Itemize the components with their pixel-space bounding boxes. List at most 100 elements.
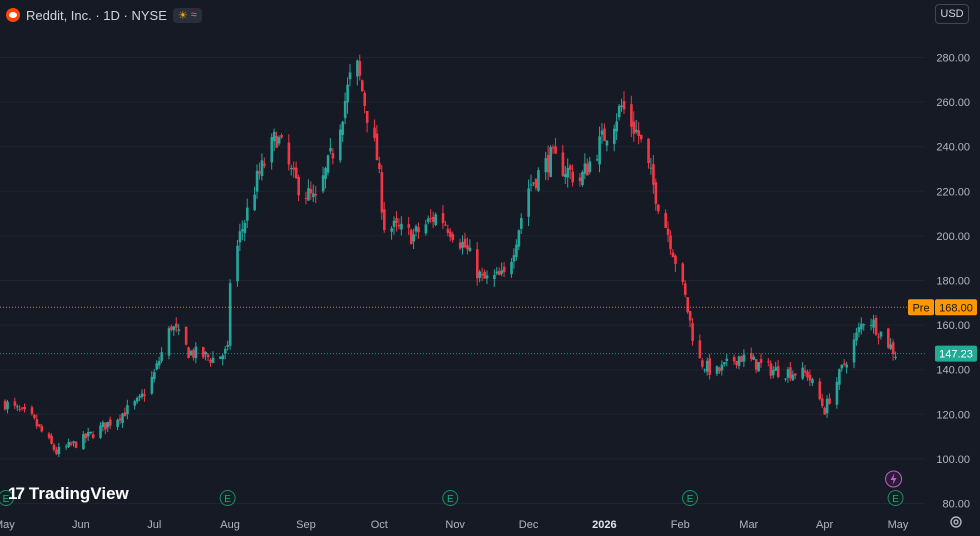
- candle-body: [378, 163, 381, 170]
- candle-body: [664, 213, 667, 228]
- candle-body: [238, 231, 242, 243]
- y-tick-label: 220.00: [936, 186, 970, 198]
- candle-body: [192, 349, 195, 358]
- candle-body: [135, 397, 139, 402]
- candle-body: [840, 364, 844, 369]
- earnings-label: E: [224, 494, 231, 505]
- candle-body: [400, 223, 403, 230]
- candle-body: [155, 363, 159, 370]
- candle-body: [466, 245, 469, 250]
- candle-body: [544, 158, 548, 173]
- candle-body: [91, 434, 95, 438]
- candle-body: [493, 274, 496, 280]
- y-tick-label: 180.00: [936, 276, 970, 288]
- candle-body: [18, 408, 22, 410]
- candle-body: [578, 177, 582, 181]
- candle-body: [723, 362, 726, 365]
- candle-body: [515, 244, 518, 257]
- candle-body: [654, 182, 658, 204]
- candle-body: [527, 188, 530, 217]
- candle-body: [101, 422, 105, 427]
- x-tick-label: Mar: [739, 519, 758, 531]
- candle-body: [321, 175, 325, 192]
- candle-body: [786, 369, 790, 378]
- candle-body: [383, 209, 386, 230]
- candle-body: [153, 372, 156, 380]
- candle-body: [397, 224, 401, 227]
- candle-body: [852, 339, 856, 363]
- x-tick-label: Jun: [72, 519, 90, 531]
- y-tick-label: 80.00: [942, 499, 970, 511]
- x-tick-label: Aug: [220, 519, 240, 531]
- candle-body: [879, 331, 883, 337]
- candle-body: [64, 446, 68, 448]
- gear-icon[interactable]: [948, 514, 964, 530]
- candle-body: [794, 373, 797, 376]
- tradingview-mark-icon: 17: [8, 484, 25, 503]
- candle-body: [617, 106, 621, 118]
- sun-icon: ☀: [177, 9, 188, 22]
- candle-body: [356, 60, 359, 77]
- candle-body: [429, 217, 433, 219]
- candle-body: [121, 413, 124, 424]
- candle-body: [823, 407, 827, 415]
- candle-body: [297, 176, 300, 196]
- y-tick-label: 120.00: [936, 409, 970, 421]
- candle-body: [877, 336, 880, 338]
- candle-body: [612, 128, 616, 144]
- status-badges[interactable]: ☀ ≈: [172, 7, 202, 23]
- candle-body: [737, 356, 741, 366]
- candle-body: [703, 369, 707, 371]
- candle-body: [791, 374, 795, 381]
- candle-body: [312, 193, 315, 198]
- candle-body: [468, 247, 472, 252]
- candle-body: [820, 398, 824, 407]
- candle-body: [414, 226, 418, 232]
- candle-body: [126, 405, 129, 415]
- candle-body: [517, 230, 521, 247]
- candle-body: [588, 161, 592, 173]
- candle-body: [50, 435, 53, 444]
- candle-body: [329, 148, 332, 152]
- candle-body: [427, 218, 430, 222]
- candle-body: [201, 347, 205, 358]
- earnings-label: E: [3, 494, 10, 505]
- candle-body: [568, 165, 572, 171]
- candle-body: [361, 80, 364, 92]
- y-tick-label: 100.00: [936, 454, 970, 466]
- candle-body: [534, 179, 538, 188]
- currency-button[interactable]: USD: [935, 4, 969, 24]
- x-tick-label: Apr: [816, 519, 833, 531]
- candle-body: [40, 426, 44, 432]
- candle-body: [566, 167, 570, 178]
- candle-body: [554, 146, 557, 154]
- candle-body: [502, 266, 506, 273]
- symbol-header[interactable]: Reddit, Inc. · 1D · NYSE ☀ ≈: [6, 5, 202, 25]
- candle-body: [887, 328, 890, 348]
- price-axis: 280.00 260.00 240.00 220.00 200.00 180.00 160.…: [936, 53, 970, 511]
- candle-body: [818, 381, 822, 400]
- candle-body: [671, 252, 675, 258]
- price-badge: [935, 299, 977, 316]
- candle-body: [373, 127, 376, 138]
- candle-body: [463, 238, 467, 248]
- candle-body: [446, 229, 450, 233]
- candle-body: [304, 197, 308, 199]
- candle-body: [637, 130, 641, 137]
- x-tick-label: Jul: [147, 519, 161, 531]
- candle-body: [309, 189, 313, 194]
- y-tick-label: 140.00: [936, 365, 970, 377]
- candle-body: [236, 245, 239, 282]
- price-badge: [935, 345, 977, 362]
- candle-body: [449, 231, 452, 238]
- candle-body: [348, 72, 352, 80]
- candle-body: [595, 159, 599, 161]
- candle-body: [138, 396, 141, 398]
- candle-body: [828, 398, 831, 404]
- candle-body: [109, 419, 112, 426]
- candle-body: [620, 105, 623, 108]
- candle-body: [742, 354, 746, 362]
- candle-body: [170, 326, 173, 330]
- tradingview-logo[interactable]: 17 TradingView: [8, 484, 129, 504]
